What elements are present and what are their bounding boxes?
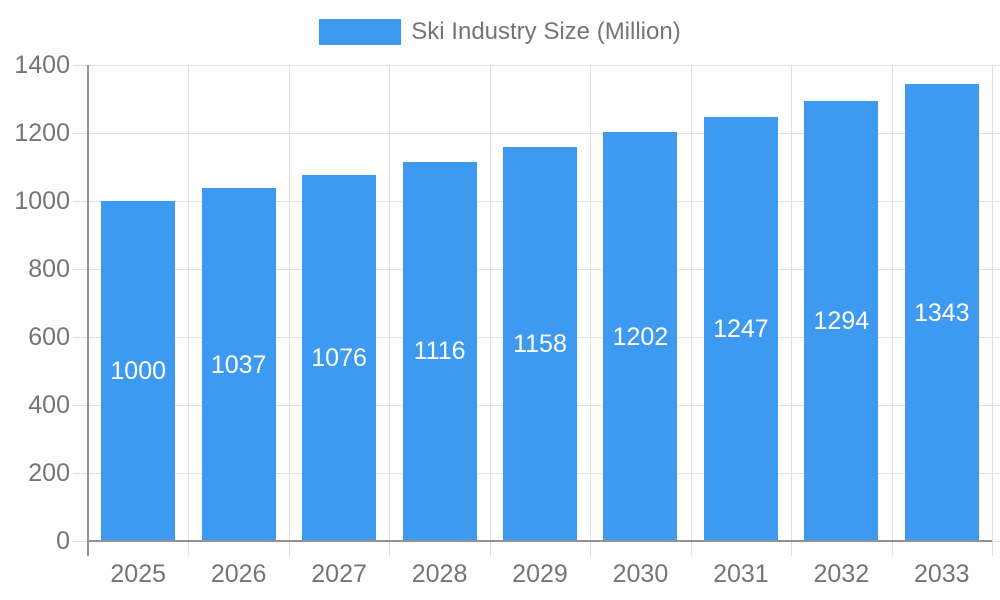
x-axis-tick-label: 2026: [210, 560, 267, 588]
bar[interactable]: [302, 175, 377, 541]
bar-value-label: 1247: [713, 315, 769, 343]
y-axis-tick-label: 600: [28, 323, 70, 351]
bar[interactable]: [402, 161, 477, 541]
y-axis-tick-label: 400: [28, 391, 70, 419]
bar[interactable]: [503, 147, 577, 541]
x-axis-line: [88, 540, 992, 542]
x-axis-tick-label: 2031: [713, 560, 769, 588]
legend[interactable]: Ski Industry Size (Million): [0, 19, 1000, 45]
bar[interactable]: [804, 101, 879, 541]
bar[interactable]: [201, 188, 276, 541]
x-axis-tick-label: 2025: [110, 560, 167, 588]
bar-value-label: 1116: [413, 337, 466, 366]
x-axis-tick-label: 2032: [813, 560, 870, 588]
x-gridline: [188, 65, 190, 556]
y-axis-tick-label: 1400: [14, 51, 70, 79]
legend-swatch-icon: [319, 19, 402, 45]
x-gridline: [288, 65, 290, 556]
y-axis-line: [87, 65, 89, 556]
bar-value-label: 1076: [311, 344, 367, 373]
x-axis-tick-label: 2028: [411, 560, 468, 588]
bar[interactable]: [101, 201, 176, 541]
bar-value-label: 1000: [110, 357, 167, 385]
legend-label: Ski Industry Size (Million): [411, 18, 681, 45]
x-gridline: [791, 65, 793, 556]
x-axis-tick-label: 2033: [913, 560, 970, 588]
y-axis-tick-label: 1200: [14, 119, 70, 147]
x-axis-tick-label: 2027: [311, 560, 367, 588]
x-axis-tick-label: 2030: [612, 560, 669, 588]
bar[interactable]: [703, 117, 778, 541]
bar-value-label: 1202: [612, 322, 669, 351]
bar[interactable]: [603, 132, 678, 541]
y-axis-tick-label: 0: [56, 527, 70, 555]
bar-value-label: 1343: [913, 298, 970, 327]
y-gridline: [73, 133, 1000, 134]
bar-value-label: 1037: [210, 350, 267, 379]
x-gridline: [590, 65, 592, 556]
bar-value-label: 1158: [513, 330, 567, 359]
x-axis-tick-label: 2029: [512, 560, 568, 588]
y-axis-tick-label: 800: [28, 255, 70, 283]
x-gridline: [992, 65, 993, 556]
bar[interactable]: [904, 84, 979, 541]
bar-value-label: 1294: [813, 307, 870, 336]
y-axis-tick-label: 1000: [14, 187, 70, 215]
x-gridline: [891, 65, 893, 556]
x-gridline: [489, 65, 491, 556]
x-gridline: [690, 65, 692, 556]
y-gridline: [73, 65, 1000, 66]
x-gridline: [389, 65, 391, 556]
y-axis-tick-label: 200: [28, 459, 70, 487]
